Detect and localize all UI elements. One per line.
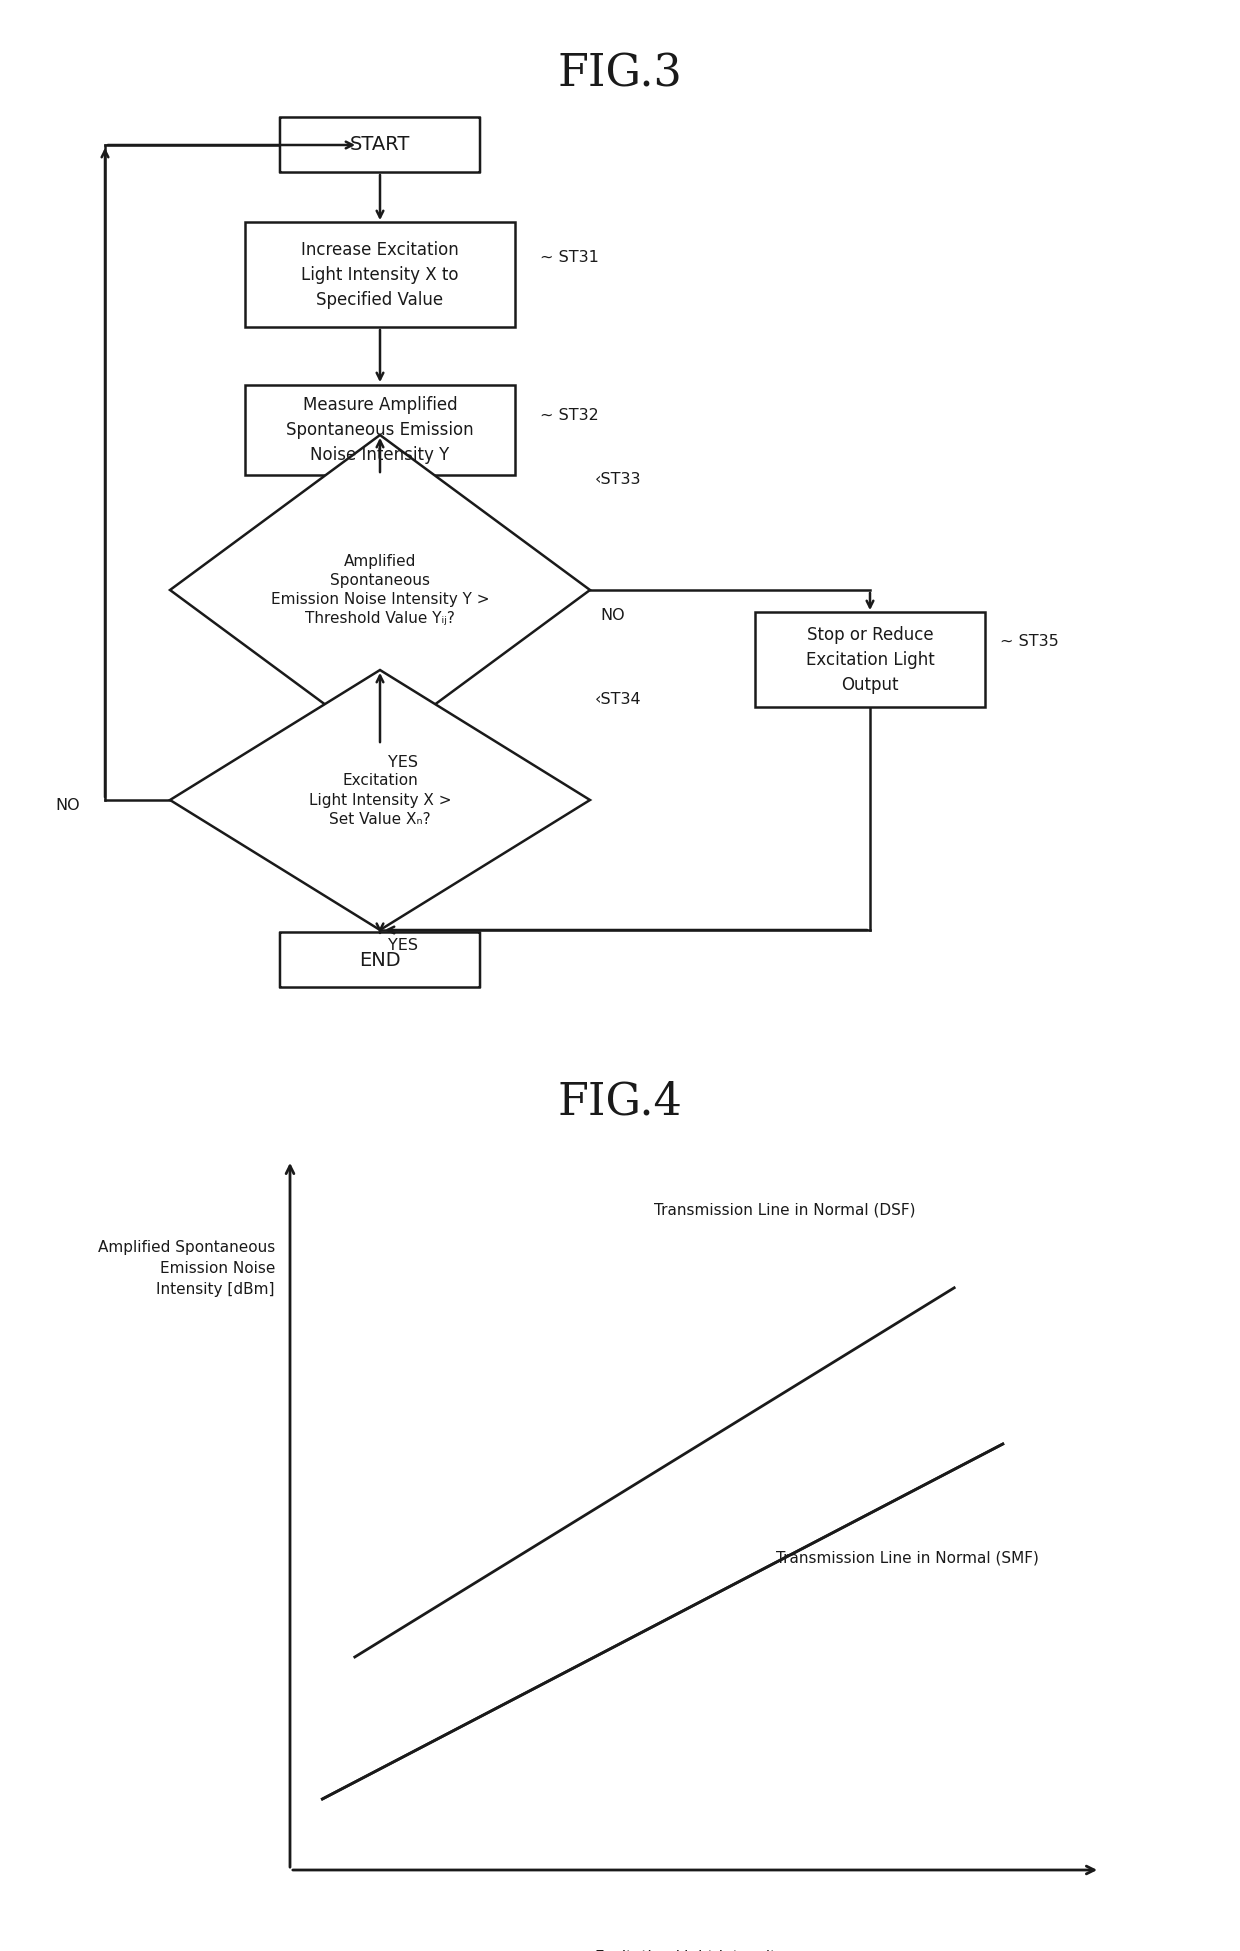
FancyBboxPatch shape [280, 933, 480, 987]
Text: Stop or Reduce
Excitation Light
Output: Stop or Reduce Excitation Light Output [806, 626, 935, 695]
Text: ~ ST32: ~ ST32 [539, 408, 599, 423]
Text: Amplified
Spontaneous
Emission Noise Intensity Y >
Threshold Value Yᵢⱼ?: Amplified Spontaneous Emission Noise Int… [270, 554, 490, 626]
Text: Increase Excitation
Light Intensity X to
Specified Value: Increase Excitation Light Intensity X to… [301, 242, 459, 308]
Text: YES: YES [388, 755, 418, 771]
Text: Excitation
Light Intensity X >
Set Value Xₙ?: Excitation Light Intensity X > Set Value… [309, 773, 451, 827]
Text: YES: YES [388, 938, 418, 952]
Text: ~ ST35: ~ ST35 [999, 634, 1059, 650]
Text: ‹ST33: ‹ST33 [595, 472, 641, 488]
Text: FIG.4: FIG.4 [558, 1081, 682, 1124]
Text: Transmission Line in Normal (DSF): Transmission Line in Normal (DSF) [655, 1202, 916, 1217]
Text: START: START [350, 135, 410, 154]
Text: ~ ST31: ~ ST31 [539, 250, 599, 265]
Text: END: END [360, 950, 401, 970]
Text: ‹ST34: ‹ST34 [595, 693, 641, 708]
Text: NO: NO [600, 609, 625, 622]
Polygon shape [170, 669, 590, 931]
Polygon shape [170, 435, 590, 745]
Text: FIG.3: FIG.3 [558, 53, 682, 96]
Bar [246, 222, 515, 328]
FancyBboxPatch shape [280, 117, 480, 172]
Text: Measure Amplified
Spontaneous Emission
Noise Intensity Y: Measure Amplified Spontaneous Emission N… [286, 396, 474, 464]
Text: Amplified Spontaneous
Emission Noise
Intensity [dBm]: Amplified Spontaneous Emission Noise Int… [98, 1241, 275, 1297]
Bar [246, 384, 515, 474]
Text: Transmission Line in Normal (SMF): Transmission Line in Normal (SMF) [776, 1551, 1039, 1565]
Bar [755, 613, 985, 708]
Text: NO: NO [56, 798, 81, 812]
